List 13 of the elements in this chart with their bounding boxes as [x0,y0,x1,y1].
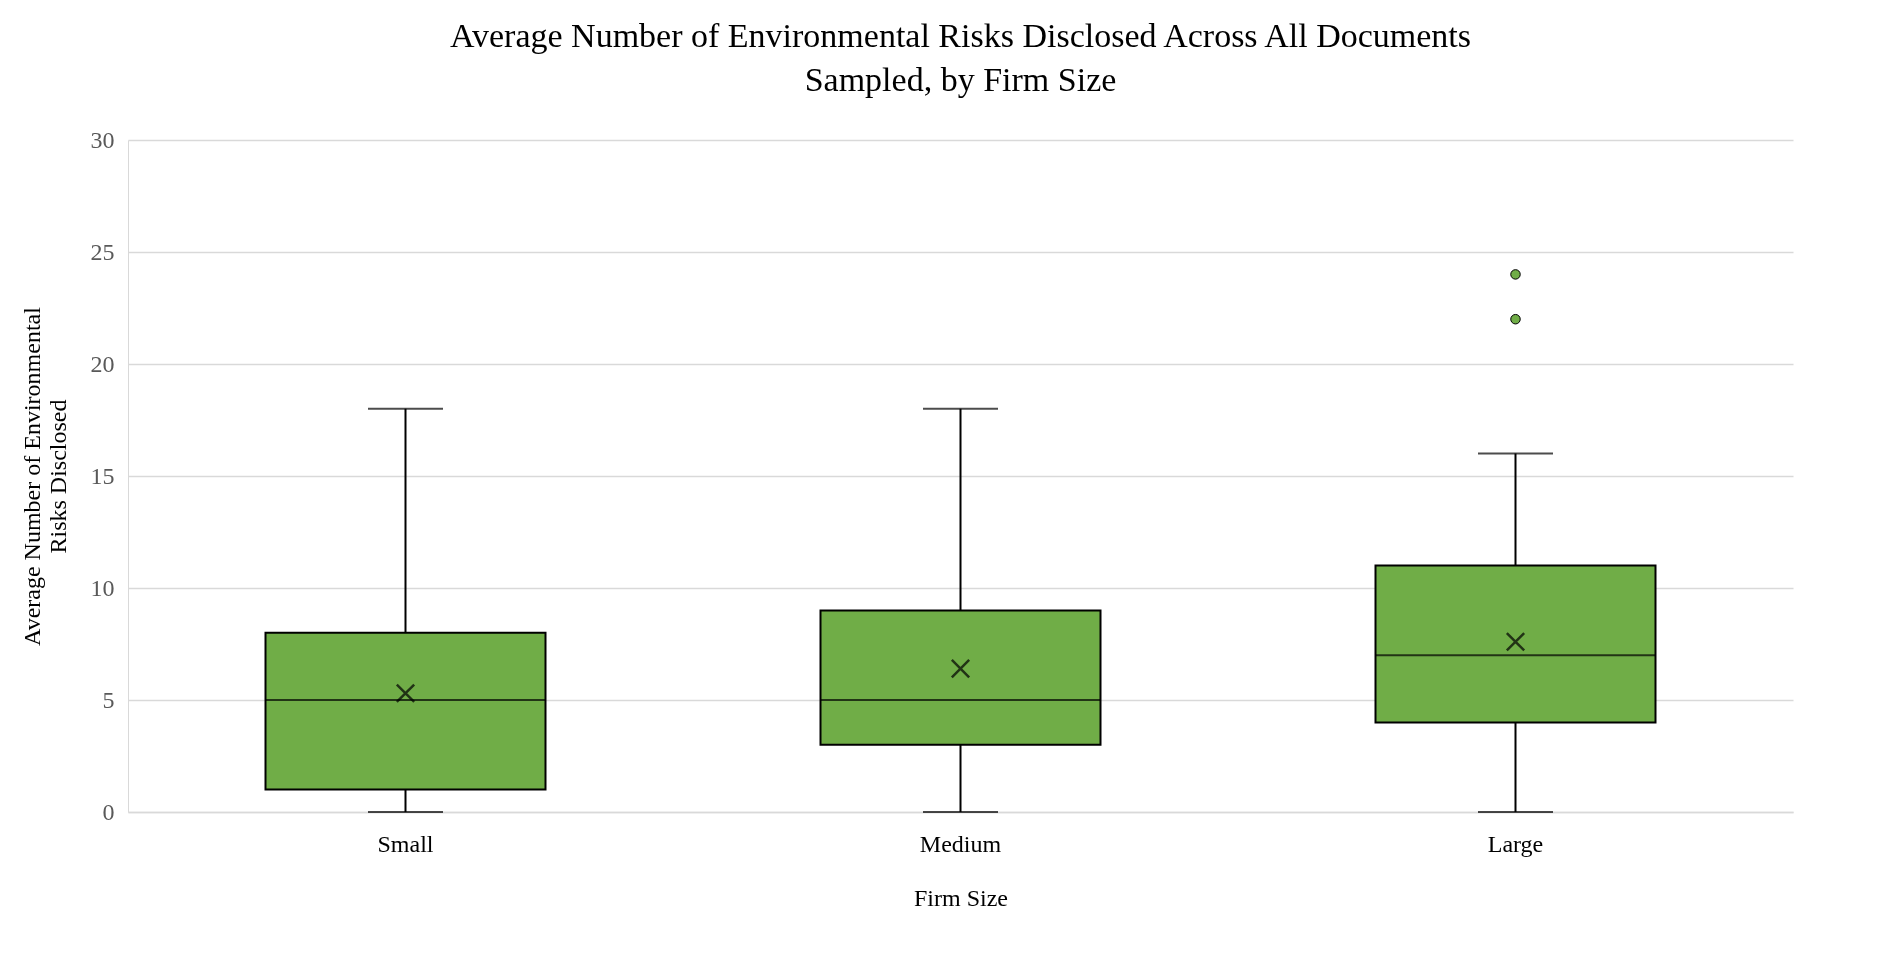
x-tick-label: Small [377,830,434,857]
y-tick-label: 20 [90,350,115,377]
y-tick-label: 10 [90,574,115,601]
y-tick-label: 5 [102,686,115,713]
x-tick-label: Medium [919,830,1002,857]
x-tick-label: Large [1487,830,1544,857]
y-tick-label: 25 [90,238,115,265]
y-tick-label: 0 [102,798,115,825]
x-axis-title: Firm Size [914,884,1008,911]
y-tick-label: 30 [90,126,115,153]
chart-title: Average Number of Environmental Risks Disclosed Across All Documents Sampled, by Firm Size [449,17,1472,98]
y-axis-title: Average Number of Environmental Risks Disclosed [18,306,71,646]
y-tick-label: 15 [90,462,115,489]
